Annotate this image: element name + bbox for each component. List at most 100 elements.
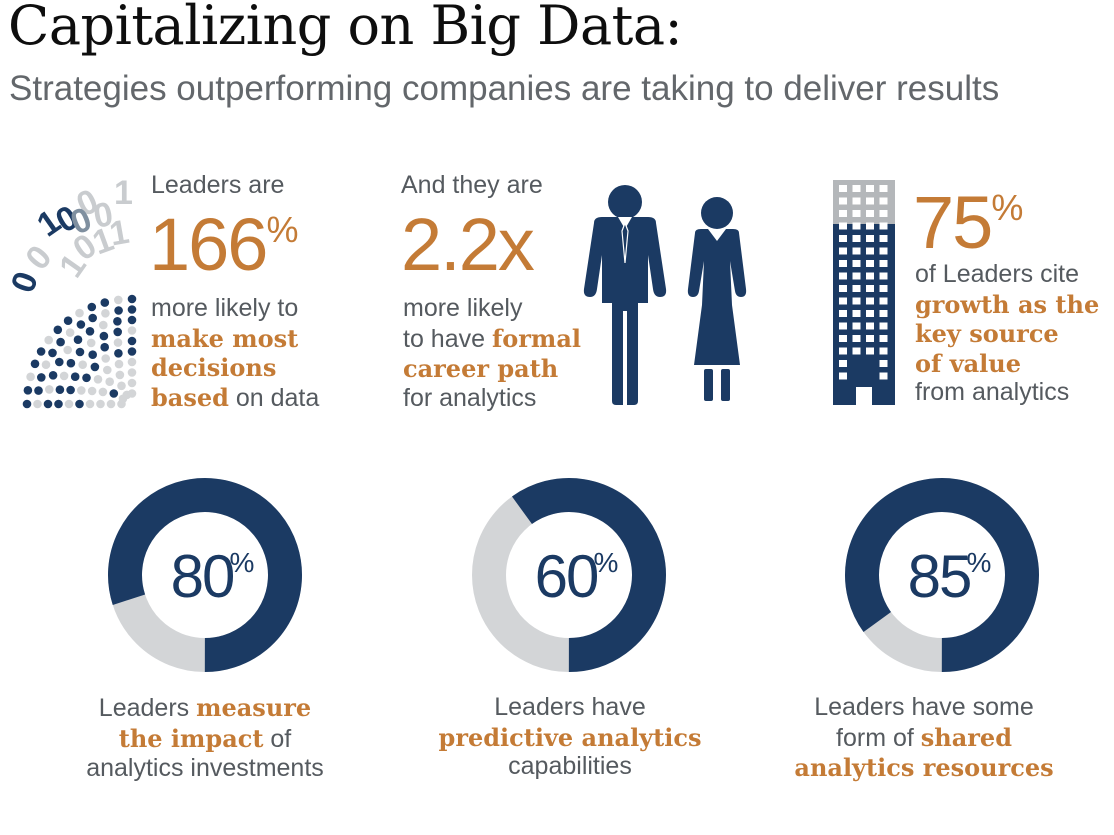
binary-dot [66, 358, 76, 368]
binary-dot [75, 399, 84, 409]
binary-dot [76, 320, 86, 329]
donut1-line1: Leaders measure [40, 693, 370, 724]
stat2-line1: more likely [403, 294, 523, 322]
binary-dot [55, 357, 64, 367]
binary-dot [127, 347, 137, 356]
binary-dot [66, 385, 75, 395]
binary-dot [99, 320, 108, 330]
binary-dot [41, 360, 51, 369]
stat1-lead: Leaders are [151, 171, 285, 199]
donut3-pre2: form of [836, 723, 921, 752]
building-window [852, 222, 861, 230]
stat3-unit: % [991, 187, 1024, 228]
binary-dot [115, 370, 125, 380]
binary-dot [78, 360, 87, 369]
binary-dot [75, 347, 85, 357]
binary-dot [101, 309, 110, 318]
building-window [879, 272, 888, 280]
stat1-highlight3: based [151, 382, 229, 412]
binary-dot [26, 372, 35, 382]
building-window [879, 260, 888, 267]
binary-dot [65, 328, 75, 337]
building-window [852, 210, 861, 217]
binary-dot [64, 399, 74, 409]
binary-dot [113, 317, 122, 326]
building-window [879, 322, 888, 330]
binary-digit: 0 [18, 238, 59, 277]
building-window [866, 310, 874, 317]
donut2-highlight1: predictive analytics [438, 722, 702, 752]
stat2-description: more likely to have formal career path f… [403, 294, 581, 413]
binary-dot [85, 327, 95, 336]
donut3-line1: Leaders have some [814, 693, 1034, 721]
binary-dot [127, 389, 137, 398]
binary-dot [23, 386, 33, 395]
stat3-value: 75% [913, 186, 1023, 260]
binary-dot [127, 294, 137, 304]
binary-dot [127, 326, 137, 335]
building-window [879, 197, 888, 205]
stat1-highlight2: decisions [151, 353, 277, 382]
building-window [839, 222, 847, 230]
donut2-line3: capabilities [508, 752, 632, 780]
binary-dot [36, 347, 46, 356]
building-window [839, 310, 847, 317]
building-window [866, 247, 874, 255]
binary-dot [88, 350, 97, 359]
building-window [879, 297, 888, 305]
binary-dot [113, 338, 123, 347]
binary-dot [105, 377, 114, 386]
stat1-line4: based on data [151, 383, 319, 414]
binary-dot [22, 399, 32, 409]
binary-dot [117, 381, 126, 391]
binary-dot [100, 298, 110, 307]
building-window [839, 297, 847, 305]
building-window [879, 247, 888, 255]
binary-dot [43, 399, 53, 409]
binary-dot [37, 373, 46, 382]
binary-dot [56, 337, 65, 347]
building-window [839, 197, 847, 205]
binary-dot [114, 359, 124, 369]
binary-dot [114, 295, 123, 305]
stat1-highlight1: make most [151, 323, 299, 353]
building-window [839, 247, 847, 255]
binary-dot [114, 306, 123, 315]
binary-dot [127, 336, 137, 346]
binary-dot [101, 354, 110, 363]
building-window [879, 285, 888, 292]
stat2-value: 2.2x [401, 203, 535, 286]
building-window [866, 222, 874, 230]
stat1-line1: more likely to [151, 294, 299, 322]
building-window [852, 347, 861, 355]
binary-dot [103, 365, 112, 375]
building-window [852, 335, 861, 342]
binary-dot [59, 371, 69, 381]
donut-unit-1: % [230, 547, 255, 578]
building-window [839, 260, 847, 267]
donut3-caption: Leaders have some form of shared analyti… [759, 693, 1089, 783]
donut1-line3: analytics investments [86, 754, 324, 782]
stat1-description: more likely to make most decisions based… [151, 294, 319, 413]
donut-slice-3 [844, 478, 1039, 672]
binary-dot [30, 359, 40, 369]
building-window [839, 372, 847, 380]
building-window [852, 197, 861, 205]
building-window [839, 185, 847, 192]
binary-dot [70, 372, 80, 381]
binary-dot [53, 325, 63, 335]
binary-dot [88, 313, 97, 323]
building-window [852, 260, 861, 267]
building-window [852, 272, 861, 280]
binary-dot [100, 342, 109, 352]
building-window [839, 360, 847, 367]
binary-dot [85, 399, 95, 409]
binary-dot [99, 331, 109, 341]
donut1-highlight2: the impact [118, 723, 264, 753]
stat1-unit: % [266, 209, 299, 250]
binary-dot [82, 373, 91, 383]
stat3-line5: from analytics [915, 378, 1070, 406]
binary-dot [127, 368, 137, 377]
stat2-line2-pre: to have [403, 324, 492, 353]
building-window [839, 235, 847, 242]
